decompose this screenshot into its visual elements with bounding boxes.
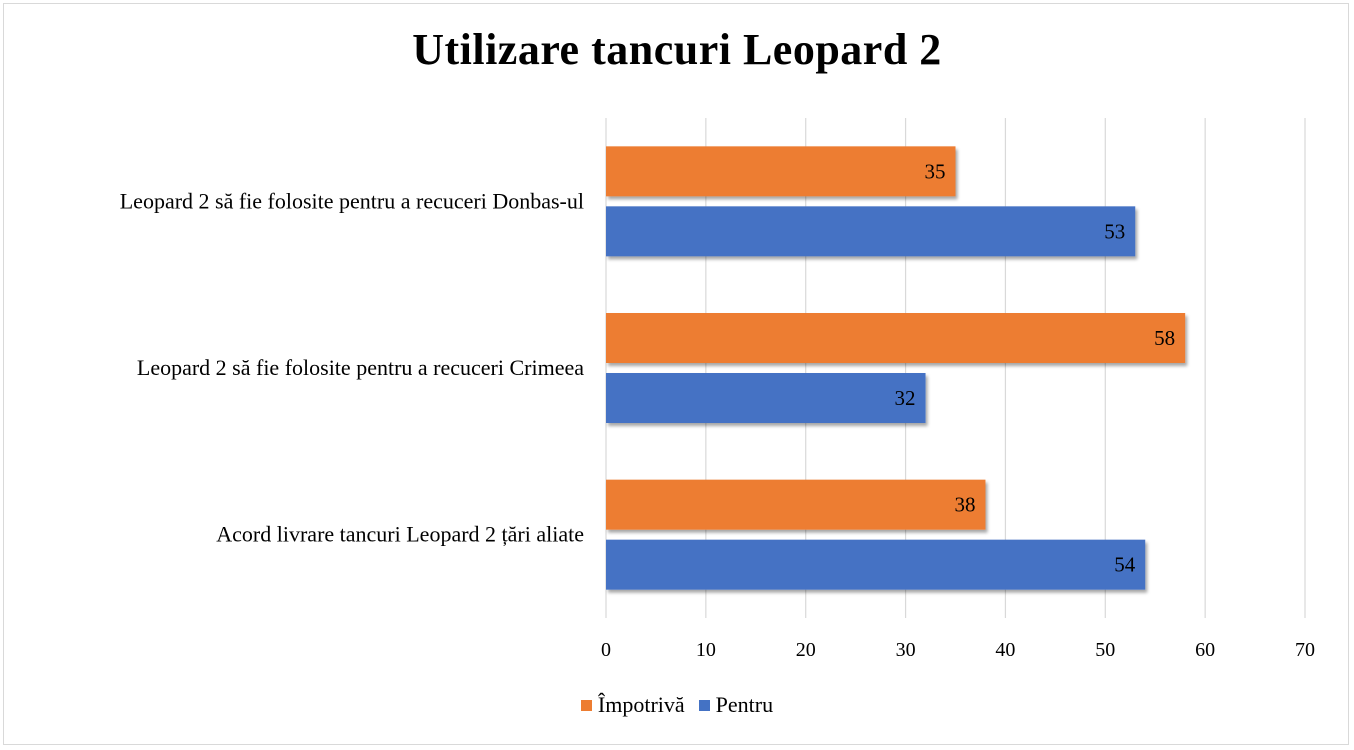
data-label: 38 [954, 493, 975, 517]
bar-impotriva-1 [606, 313, 1186, 363]
legend-label-pentru: Pentru [715, 692, 774, 717]
legend-item-impotriva: Împotrivă [580, 692, 685, 718]
x-tick-label: 70 [1295, 639, 1315, 661]
x-tick-label: 30 [896, 639, 916, 661]
x-tick-label: 20 [796, 639, 816, 661]
bar-impotriva-2 [606, 479, 986, 530]
bar-pentru-0 [606, 206, 1136, 257]
data-label: 32 [895, 386, 916, 410]
category-label: Acord livrare tancuri Leopard 2 țări ali… [216, 522, 584, 547]
legend-item-pentru: Pentru [698, 692, 774, 718]
legend-label-impotriva: Împotrivă [597, 692, 685, 717]
bar-pentru-1 [606, 373, 926, 423]
data-label: 58 [1154, 326, 1175, 350]
bar-pentru-2 [606, 539, 1146, 590]
data-label: 53 [1104, 219, 1125, 243]
x-tick-label: 0 [601, 639, 611, 661]
data-label: 54 [1114, 553, 1136, 577]
x-tick-label: 40 [995, 639, 1015, 661]
legend-swatch-pentru [698, 699, 710, 711]
chart-legend: Împotrivă Pentru [0, 692, 1354, 718]
data-label: 35 [925, 159, 946, 183]
x-tick-label: 60 [1195, 639, 1215, 661]
chart-title: Utilizare tancuri Leopard 2 [412, 25, 942, 74]
x-tick-label: 50 [1095, 639, 1115, 661]
category-label: Leopard 2 să fie folosite pentru a recuc… [137, 355, 584, 380]
x-tick-label: 10 [696, 639, 716, 661]
legend-swatch-impotriva [580, 699, 592, 711]
bar-impotriva-0 [606, 146, 956, 197]
category-label: Leopard 2 să fie folosite pentru a recuc… [120, 188, 584, 213]
